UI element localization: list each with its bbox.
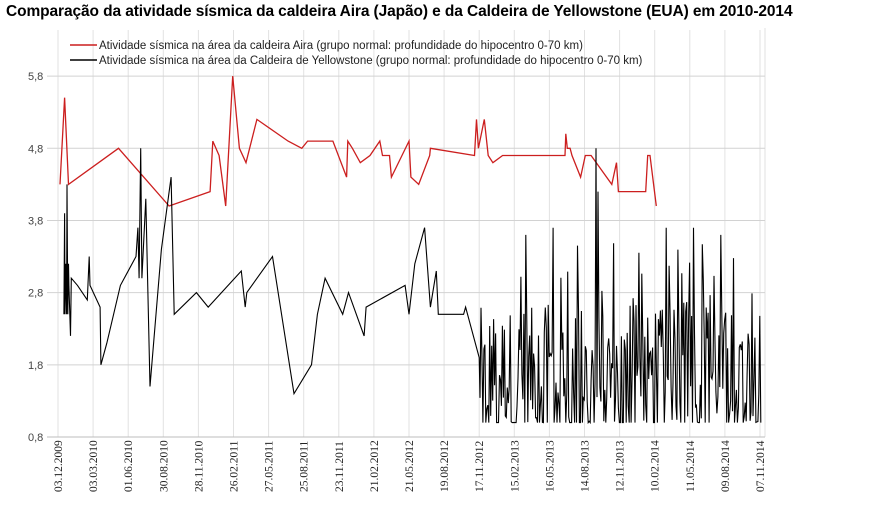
- x-tick-label: 09.08.2014: [720, 440, 732, 492]
- horizontal-gridlines: [47, 75, 765, 438]
- x-tick-label: 25.08.2011: [299, 440, 311, 492]
- legend-label-yellowstone: Atividade sísmica na área da Caldeira de…: [99, 55, 643, 67]
- series-line-yellowstone: [63, 148, 762, 425]
- x-tick-label: 21.02.2012: [369, 440, 381, 492]
- y-tick-label: 5,8: [28, 71, 43, 83]
- x-tick-label: 30.08.2010: [158, 440, 170, 492]
- x-tick-label: 23.11.2011: [334, 441, 346, 492]
- x-tick-label: 01.06.2010: [123, 440, 135, 492]
- series-lines: [59, 76, 762, 425]
- x-tick-label: 28.11.2010: [193, 440, 205, 492]
- x-tick-label: 27.05.2011: [264, 440, 276, 492]
- x-axis-tick-labels: 03.12.2009 03.03.2010 01.06.2010 30.08.2010…: [53, 440, 767, 492]
- x-tick-label: 12.11.2013: [615, 440, 627, 492]
- y-tick-label: 1,8: [28, 360, 43, 372]
- x-tick-label: 07.11.2014: [755, 440, 767, 492]
- x-tick-label: 11.05.2014: [685, 440, 697, 492]
- y-tick-label: 2,8: [28, 288, 43, 300]
- x-tick-label: 21.05.2012: [404, 440, 416, 492]
- y-tick-label: 4,8: [28, 143, 43, 155]
- y-axis-tick-labels: 0,8 1,8 2,8 3,8 4,8 5,8: [28, 71, 43, 444]
- x-tick-label: 10.02.2014: [650, 440, 662, 492]
- legend-label-aira: Atividade sísmica na área da caldeira Ai…: [99, 40, 583, 52]
- y-tick-label: 0,8: [28, 432, 43, 444]
- x-tick-label: 17.11.2012: [474, 440, 486, 492]
- chart-legend: Atividade sísmica na área da caldeira Ai…: [70, 40, 643, 67]
- chart-title: Comparação da atividade sísmica da calde…: [6, 3, 793, 20]
- y-tick-label: 3,8: [28, 215, 43, 227]
- x-tick-label: 14.08.2013: [580, 440, 592, 492]
- x-tick-label: 26.02.2011: [229, 440, 241, 492]
- x-tick-label: 03.03.2010: [88, 440, 100, 492]
- x-tick-label: 15.02.2013: [509, 440, 521, 492]
- x-tick-label: 16.05.2013: [544, 440, 556, 492]
- series-line-aira: [59, 76, 657, 207]
- x-tick-label: 19.08.2012: [439, 440, 451, 492]
- x-tick-label: 03.12.2009: [53, 440, 65, 492]
